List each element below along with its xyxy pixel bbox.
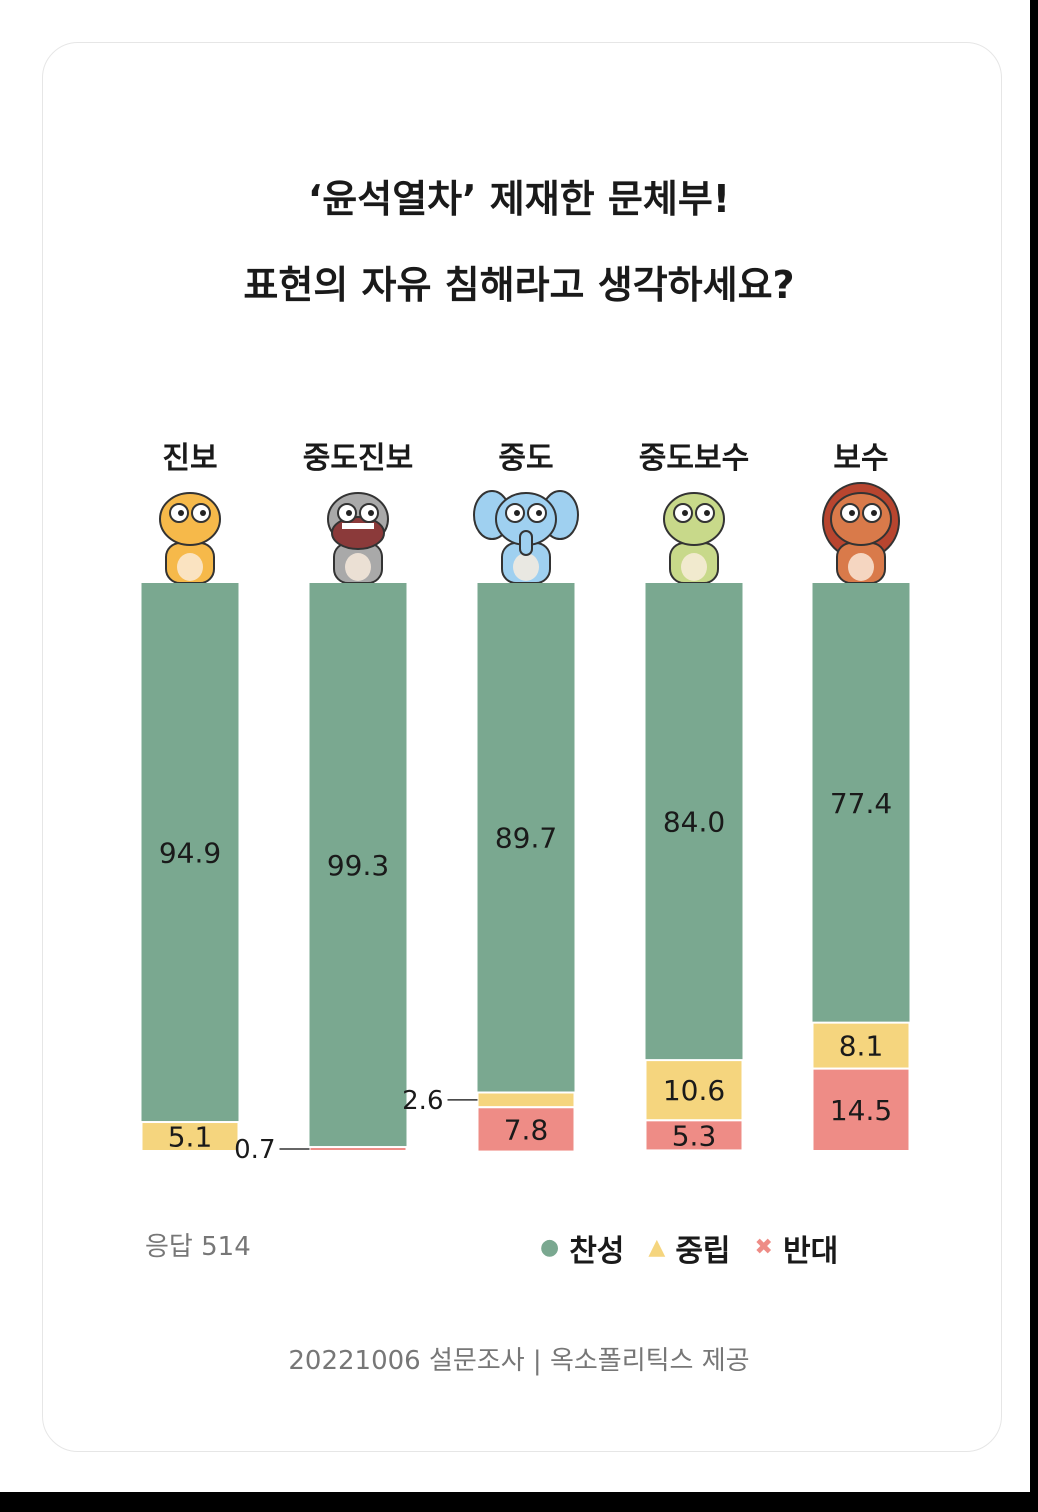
elephant-mascot-icon: [473, 490, 579, 584]
legend: ● 찬성 ▲ 중립 ✖ 반대: [540, 1226, 850, 1270]
chart-title-line1: ‘윤석열차’ 제재한 문체부!: [307, 177, 731, 221]
bar-segment-진보-중립: [140, 1121, 240, 1152]
respondent-count: 응답 514: [145, 1232, 251, 1262]
data-label-중도-찬성: 89.7: [495, 822, 557, 855]
bar-segment-중도보수-반대: [644, 1119, 744, 1152]
data-label-중도진보-반대: 0.7: [234, 1135, 275, 1165]
bar-segment-진보-찬성: [141, 583, 239, 1123]
hippo-mascot-icon: [327, 492, 389, 584]
data-label-보수-중립: 8.1: [839, 1030, 884, 1063]
bar-segment-중도보수-중립: [644, 1059, 744, 1122]
bar-segment-중도-찬성: [477, 583, 575, 1093]
legend-item-approve: ● 찬성: [540, 1226, 624, 1270]
legend-circle-icon: ●: [540, 1235, 560, 1260]
data-label-중도보수-찬성: 84.0: [663, 806, 725, 839]
data-label-중도진보-찬성: 99.3: [327, 849, 389, 882]
category-label-4: 중도보수: [639, 441, 749, 476]
chart-title-line2: 표현의 자유 침해라고 생각하세요?: [243, 263, 795, 307]
legend-triangle-icon: ▲: [648, 1235, 666, 1260]
legend-label-neutral: 중립: [675, 1234, 731, 1269]
source-note: 20221006 설문조사 | 옥소폴리틱스 제공: [288, 1346, 750, 1376]
category-label-5: 보수: [833, 441, 888, 476]
bar-segment-중도-반대: [476, 1106, 576, 1153]
legend-item-oppose: ✖ 반대: [755, 1226, 839, 1270]
category-label-3: 중도: [498, 441, 553, 476]
bar-segment-중도-중립: [476, 1091, 576, 1109]
bar-segment-보수-반대: [811, 1067, 911, 1153]
legend-label-oppose: 반대: [782, 1234, 839, 1269]
legend-label-approve: 찬성: [569, 1234, 625, 1269]
lizard-mascot-icon: [663, 492, 725, 584]
legend-item-neutral: ▲ 중립: [648, 1226, 730, 1270]
data-label-보수-찬성: 77.4: [830, 787, 892, 820]
category-label-2: 중도진보: [303, 441, 413, 476]
bar-segment-중도진보-반대: [308, 1146, 408, 1153]
category-label-1: 진보: [162, 441, 217, 476]
bar-segment-중도진보-찬성: [309, 583, 407, 1148]
data-label-중도-중립: 2.6: [402, 1086, 443, 1116]
data-label-진보-중립: 5.1: [168, 1121, 213, 1154]
data-label-진보-찬성: 94.9: [159, 837, 221, 870]
bar-segment-보수-찬성: [812, 583, 910, 1023]
tiger-mascot-icon: [159, 492, 221, 584]
bar-segment-중도보수-찬성: [645, 583, 743, 1061]
data-label-중도보수-반대: 5.3: [672, 1119, 717, 1152]
data-label-보수-반대: 14.5: [830, 1094, 892, 1127]
data-label-중도보수-중립: 10.6: [663, 1074, 725, 1107]
data-label-중도-반대: 7.8: [504, 1113, 549, 1146]
lion-mascot-icon: [822, 482, 900, 584]
legend-cross-icon: ✖: [754, 1235, 773, 1260]
